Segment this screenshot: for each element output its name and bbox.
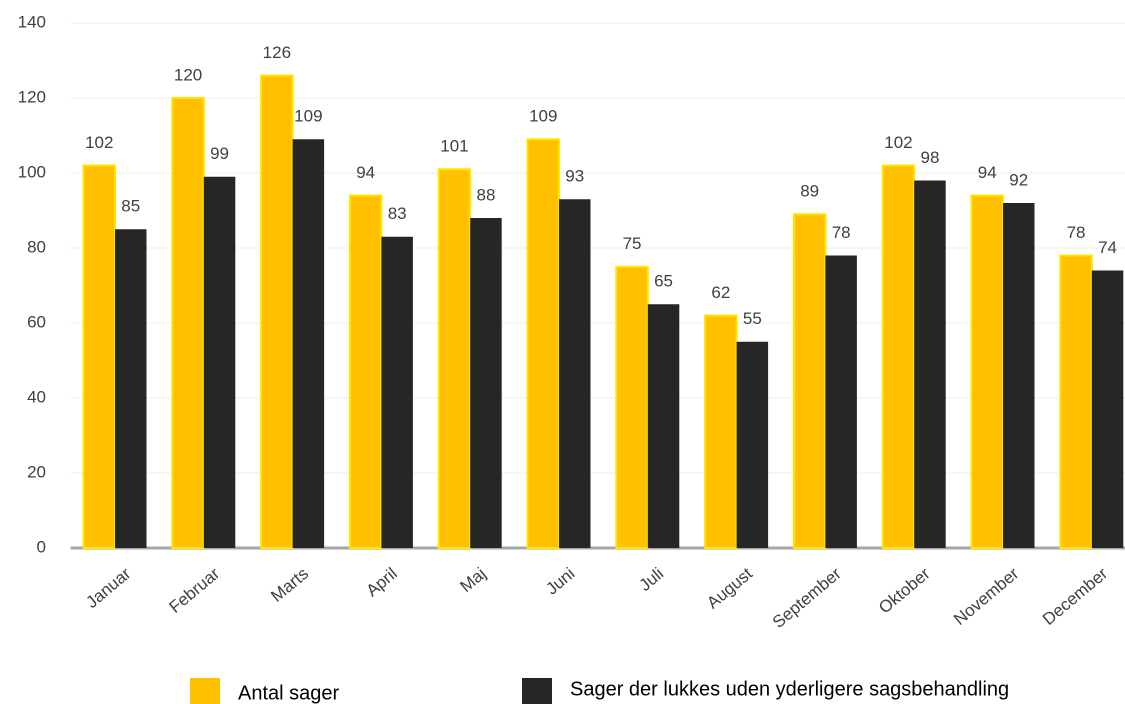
y-tick-label: 0 [37, 537, 46, 556]
data-label: 88 [476, 185, 495, 204]
legend-swatch [190, 678, 220, 704]
y-tick-label: 80 [27, 237, 46, 256]
x-tick-label: April [363, 564, 401, 600]
bar [82, 164, 116, 549]
data-label: 109 [529, 107, 557, 126]
x-tick-label: Januar [82, 564, 134, 612]
x-tick-label: December [1039, 564, 1112, 629]
bar [348, 194, 383, 549]
x-tick-label: Marts [267, 564, 312, 606]
bar [1003, 203, 1035, 548]
y-tick-label: 40 [27, 387, 46, 406]
bar [526, 138, 560, 549]
bar [171, 97, 205, 549]
legend-label: Antal sager [238, 682, 340, 704]
bar [704, 314, 738, 549]
bar [559, 199, 591, 548]
bar [881, 164, 916, 549]
data-label: 109 [294, 107, 322, 126]
x-tick-label: Juli [635, 564, 667, 595]
data-label: 85 [121, 197, 140, 216]
data-label: 94 [978, 163, 997, 182]
data-label: 78 [832, 223, 851, 242]
data-label: 101 [440, 137, 468, 156]
bar [914, 180, 946, 548]
y-tick-label: 100 [18, 162, 46, 181]
bar [115, 229, 147, 548]
data-label: 102 [884, 133, 912, 152]
x-tick-label: Juni [542, 564, 578, 599]
data-label: 92 [1009, 170, 1028, 189]
bar [825, 255, 857, 548]
y-tick-label: 20 [27, 462, 46, 481]
data-label: 102 [85, 133, 113, 152]
y-tick-label: 140 [18, 12, 46, 31]
x-tick-label: Oktober [875, 564, 934, 618]
bar [470, 218, 502, 548]
bar [203, 176, 236, 548]
x-tick-label: Maj [456, 564, 489, 596]
bar [970, 194, 1004, 549]
data-label: 62 [711, 283, 730, 302]
bar [292, 139, 325, 548]
x-tick-label: November [950, 564, 1023, 629]
data-label: 78 [1067, 223, 1086, 242]
data-label: 99 [210, 144, 229, 163]
data-label: 98 [920, 148, 939, 167]
data-label: 94 [356, 163, 375, 182]
bar [1059, 254, 1093, 549]
x-tick-label: August [703, 564, 756, 613]
data-label: 55 [743, 309, 762, 328]
bar [437, 168, 472, 549]
legend-swatch [522, 678, 552, 704]
data-label: 83 [388, 204, 407, 223]
y-tick-label: 120 [18, 87, 46, 106]
bar [647, 304, 680, 548]
legend-label: Sager der lukkes uden yderligere sagsbeh… [570, 678, 1009, 700]
data-label: 75 [623, 234, 642, 253]
bar [736, 341, 769, 548]
bar [1091, 270, 1124, 548]
bar [615, 265, 649, 549]
data-label: 89 [800, 182, 819, 201]
x-tick-label: September [769, 564, 845, 632]
data-label: 74 [1098, 238, 1117, 257]
bar [381, 236, 413, 548]
data-label: 65 [654, 272, 673, 291]
y-tick-label: 60 [27, 312, 46, 331]
x-tick-label: Februar [165, 564, 223, 617]
data-label: 93 [565, 167, 584, 186]
bar [792, 213, 827, 549]
data-label: 120 [174, 65, 202, 84]
bar [260, 74, 294, 549]
data-label: 126 [263, 43, 291, 62]
